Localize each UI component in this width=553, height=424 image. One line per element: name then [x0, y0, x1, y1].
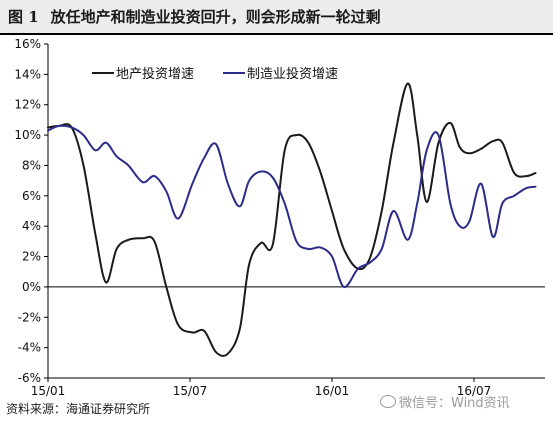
y-tick-label: 10%	[14, 128, 41, 142]
y-tick-label: 0%	[22, 280, 41, 294]
figure-title-text: 放任地产和制造业投资回升，则会形成新一轮过剩	[50, 8, 381, 26]
figure-title: 图 1 放任地产和制造业投资回升，则会形成新一轮过剩	[8, 6, 381, 27]
watermark: 微信号：Wind资讯	[380, 392, 510, 411]
y-tick-label: -2%	[18, 310, 41, 324]
x-tick-label: 16/01	[315, 384, 350, 398]
watermark-text: 微信号：Wind资讯	[399, 396, 510, 411]
figure-number: 图 1	[8, 8, 39, 26]
series-real-estate-investment-line	[47, 82, 537, 357]
source-note: 资料来源：海通证券研究所	[6, 402, 151, 416]
wechat-icon	[380, 395, 396, 408]
x-tick-label: 15/07	[173, 384, 208, 398]
x-tick-label: 15/01	[31, 384, 66, 398]
y-tick-label: -6%	[18, 371, 41, 385]
legend-label: 地产投资增速	[116, 66, 194, 82]
y-tick-label: 6%	[22, 189, 41, 203]
y-tick-label: 16%	[14, 37, 41, 51]
y-tick-label: 2%	[22, 250, 41, 264]
y-tick-label: -4%	[18, 341, 41, 355]
line-chart: 16% 14% 12% 10% 8% 6% 4% 2% 0% -2% -4% -6%15/01 15/0…	[14, 37, 545, 398]
legend-label: 制造业投资增速	[247, 66, 338, 82]
y-tick-label: 8%	[22, 158, 41, 172]
y-tick-label: 14%	[14, 67, 41, 81]
figure-header: 图 1 放任地产和制造业投资回升，则会形成新一轮过剩	[0, 0, 553, 33]
y-tick-label: 12%	[14, 98, 41, 112]
series-manufacturing-investment-line	[47, 124, 537, 288]
header-rule	[0, 33, 553, 35]
y-tick-label: 4%	[22, 219, 41, 233]
x-tick-label: 16/07	[457, 384, 492, 398]
